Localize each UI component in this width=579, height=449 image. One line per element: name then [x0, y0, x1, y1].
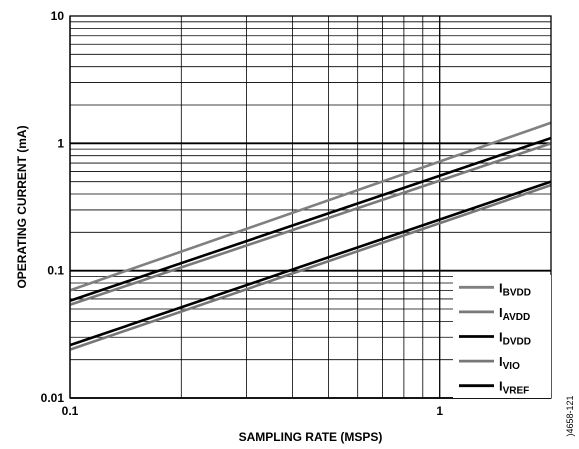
figure-id: )4658-121: [565, 395, 575, 436]
y-axis-title: OPERATING CURRENT (mA): [15, 125, 29, 288]
legend-label-avdd: IAVDD: [499, 305, 530, 323]
legend: IBVDD IAVDD IDVDD IVIO IVREF: [453, 275, 551, 398]
series-line-vref: [69, 180, 552, 347]
legend-label-vio: IVIO: [499, 354, 520, 372]
legend-label-bvdd: IBVDD: [499, 280, 531, 298]
series-line-avdd: [69, 142, 552, 306]
series-line-bvdd: [69, 121, 552, 292]
y-tick-label: 1: [57, 136, 64, 150]
series-line-vio: [69, 183, 552, 351]
legend-label-vref: IVREF: [499, 379, 529, 397]
x-axis-title: SAMPLING RATE (MSPS): [239, 430, 383, 444]
series-layer: [69, 121, 552, 351]
x-tick-label: 0.1: [62, 404, 79, 418]
y-tick-label: 0.1: [47, 264, 64, 278]
series-line-dvdd: [69, 136, 552, 303]
x-tick-label: 1: [436, 404, 443, 418]
plot-frame: [69, 15, 552, 399]
y-tick-label: 0.01: [41, 391, 65, 405]
y-tick-label: 10: [51, 9, 65, 23]
legend-label-dvdd: IDVDD: [499, 330, 531, 348]
